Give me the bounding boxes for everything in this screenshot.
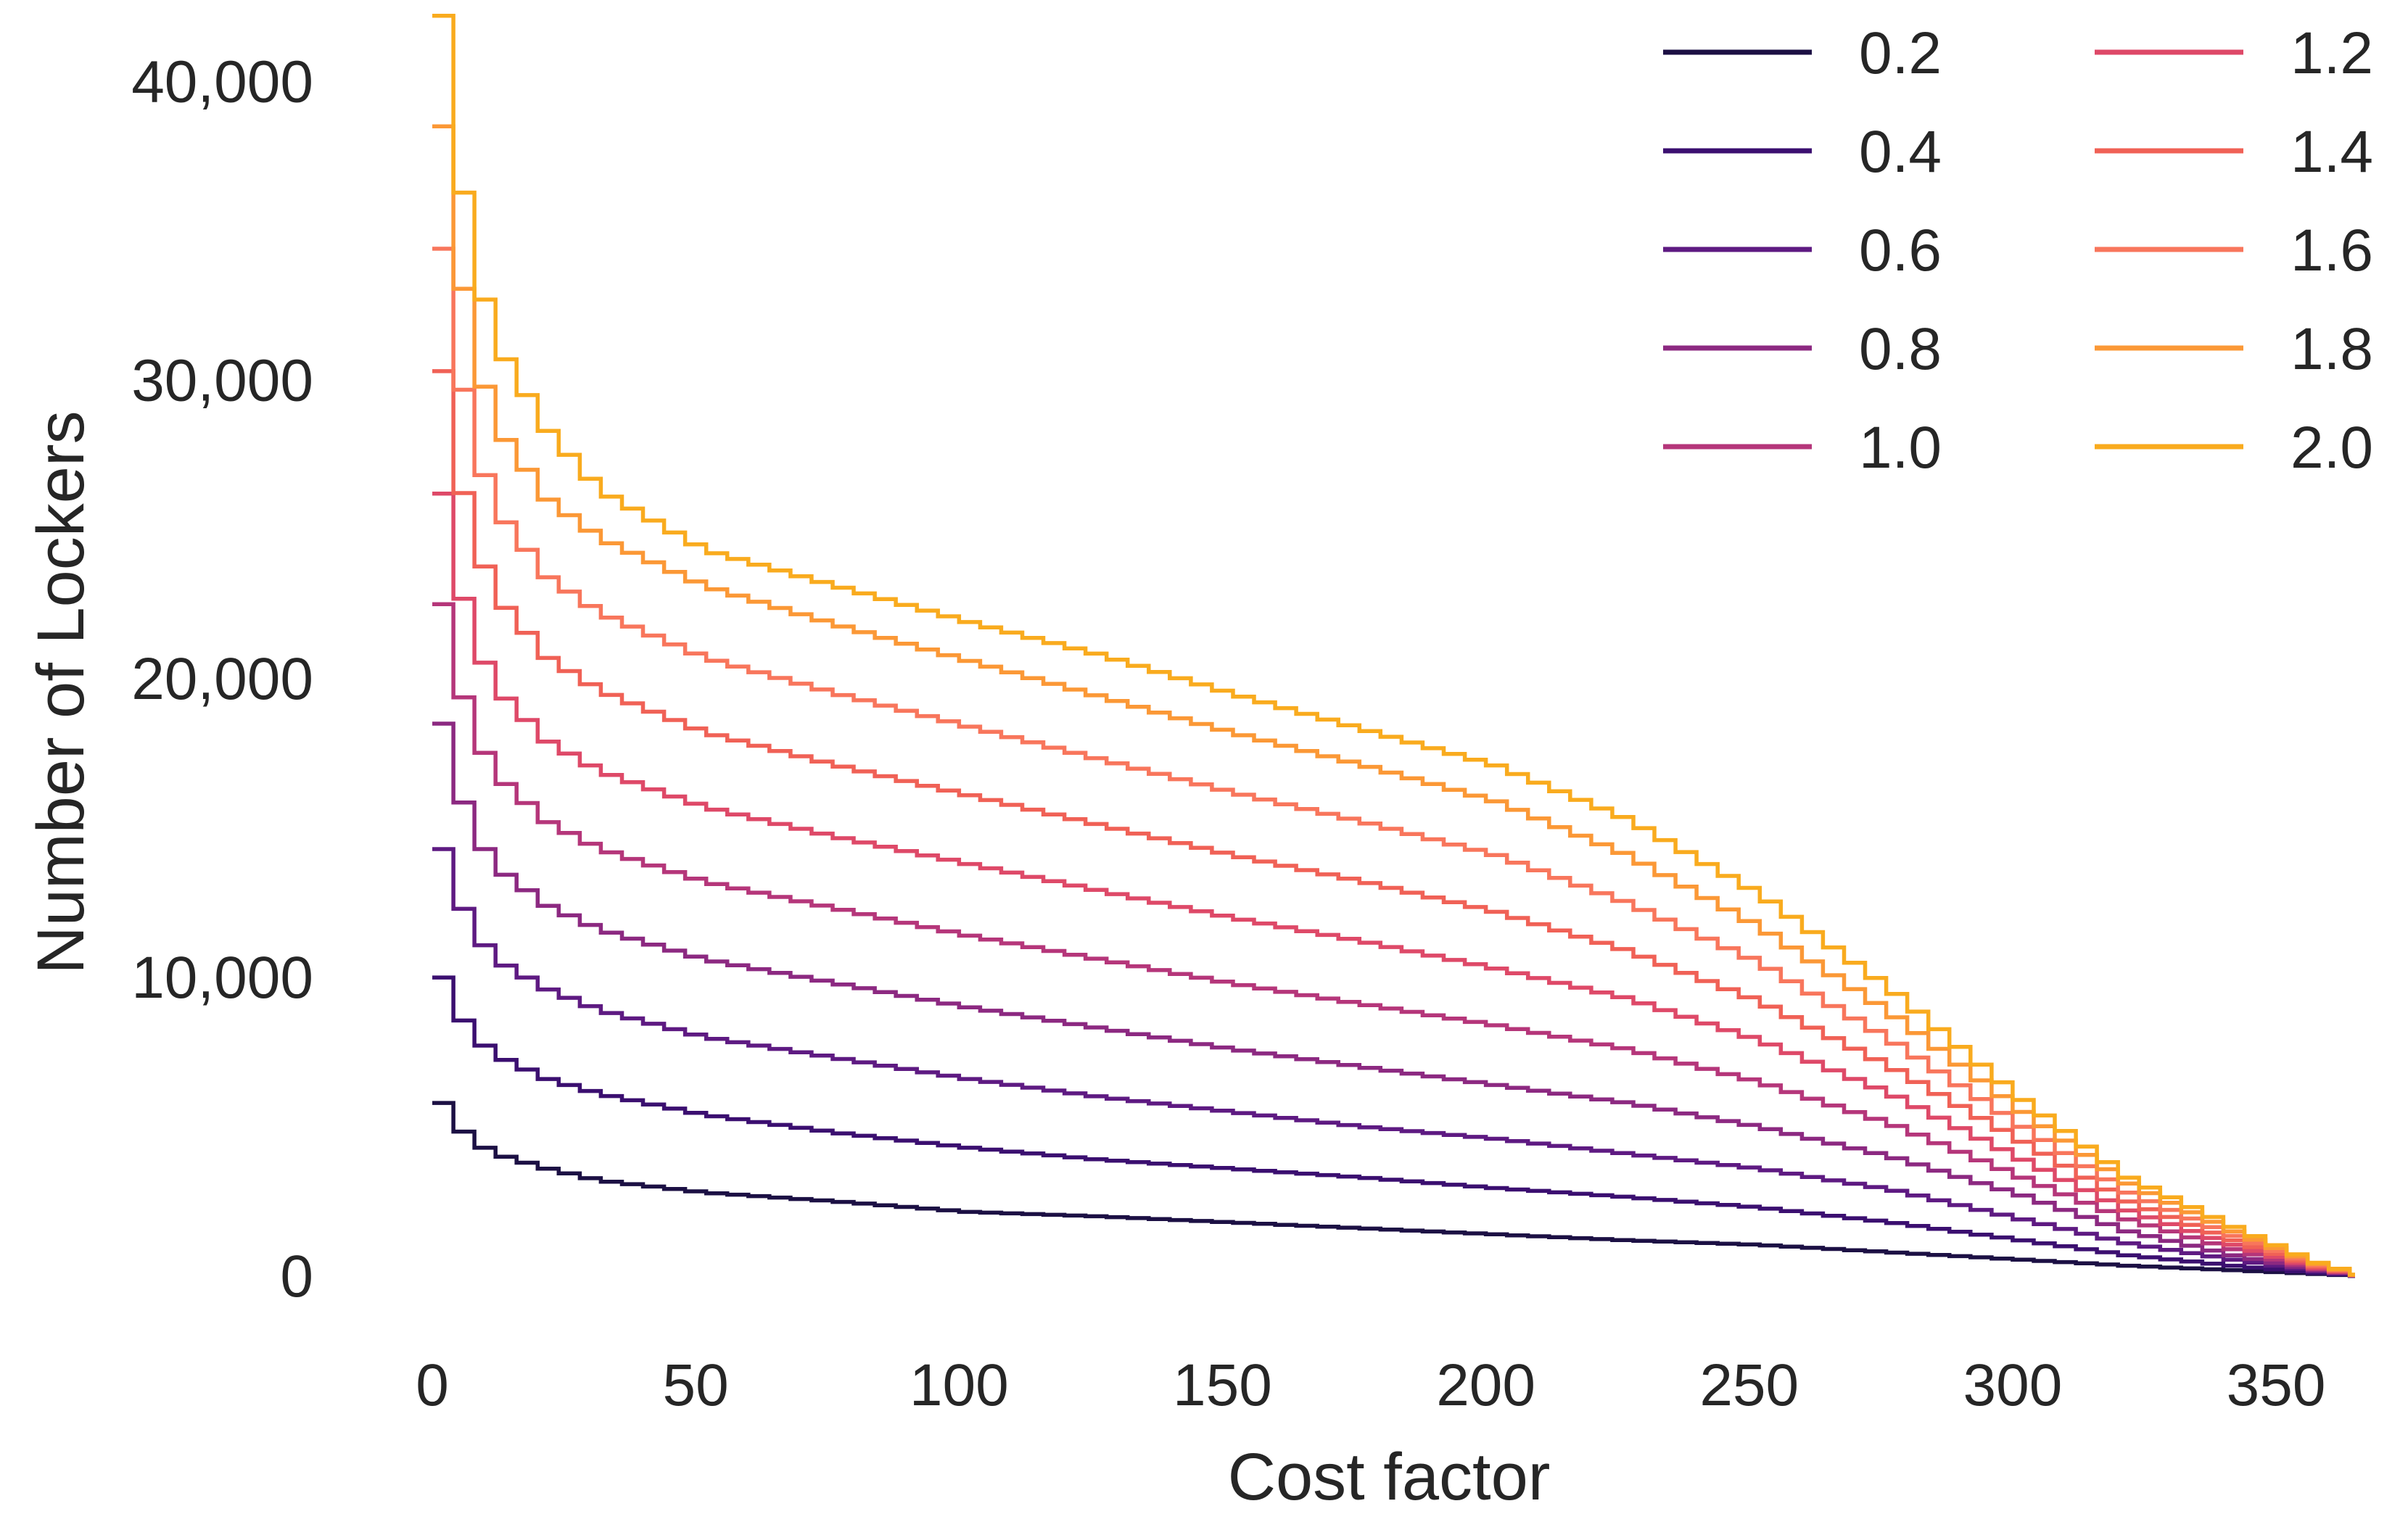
y-tick-label: 0 bbox=[280, 1244, 313, 1310]
x-tick-label: 250 bbox=[1699, 1352, 1799, 1418]
x-tick-label: 0 bbox=[416, 1352, 449, 1418]
x-tick-label: 200 bbox=[1436, 1352, 1535, 1418]
y-tick-label: 10,000 bbox=[131, 945, 313, 1011]
series-line-1-2 bbox=[432, 492, 2355, 1278]
x-tick-label: 350 bbox=[2227, 1352, 2326, 1418]
legend-label-1-4: 1.4 bbox=[2291, 119, 2373, 185]
series-line-0-2 bbox=[432, 1101, 2355, 1278]
legend-label-0-4: 0.4 bbox=[1859, 119, 1942, 185]
series-line-2-0 bbox=[432, 14, 2355, 1277]
series-line-1-6 bbox=[432, 247, 2355, 1278]
legend-label-1-0: 1.0 bbox=[1859, 415, 1942, 481]
legend-label-0-8: 0.8 bbox=[1859, 316, 1942, 382]
legend-label-0-2: 0.2 bbox=[1859, 20, 1942, 86]
x-tick-label: 150 bbox=[1173, 1352, 1272, 1418]
legend-label-0-6: 0.6 bbox=[1859, 218, 1942, 284]
series-line-1-0 bbox=[432, 602, 2355, 1278]
y-tick-layer: 0 10,000 20,000 30,000 40,000 bbox=[131, 49, 313, 1310]
legend: 0.2 0.4 0.6 0.8 1.0 1.2 1.4 1.6 1.8 2.0 bbox=[1663, 20, 2373, 481]
series-line-0-4 bbox=[432, 975, 2355, 1278]
legend-label-1-8: 1.8 bbox=[2291, 316, 2373, 382]
y-tick-label: 40,000 bbox=[131, 49, 313, 115]
x-tick-label: 100 bbox=[910, 1352, 1009, 1418]
y-tick-label: 30,000 bbox=[131, 347, 313, 413]
series-line-0-8 bbox=[432, 721, 2355, 1278]
legend-label-1-6: 1.6 bbox=[2291, 218, 2373, 284]
x-tick-label: 300 bbox=[1963, 1352, 2062, 1418]
series-line-1-8 bbox=[432, 124, 2355, 1277]
x-axis-title: Cost factor bbox=[1228, 1440, 1551, 1514]
series-line-1-4 bbox=[432, 369, 2355, 1278]
y-tick-label: 20,000 bbox=[131, 646, 313, 712]
series-line-0-6 bbox=[432, 847, 2355, 1278]
x-tick-layer: 0 50 100 150 200 250 300 350 bbox=[416, 1352, 2325, 1418]
x-tick-label: 50 bbox=[663, 1352, 729, 1418]
series-layer bbox=[432, 14, 2355, 1278]
y-axis-title: Number of Lockers bbox=[24, 410, 98, 974]
legend-label-2-0: 2.0 bbox=[2291, 415, 2373, 481]
legend-label-1-2: 1.2 bbox=[2291, 20, 2373, 86]
